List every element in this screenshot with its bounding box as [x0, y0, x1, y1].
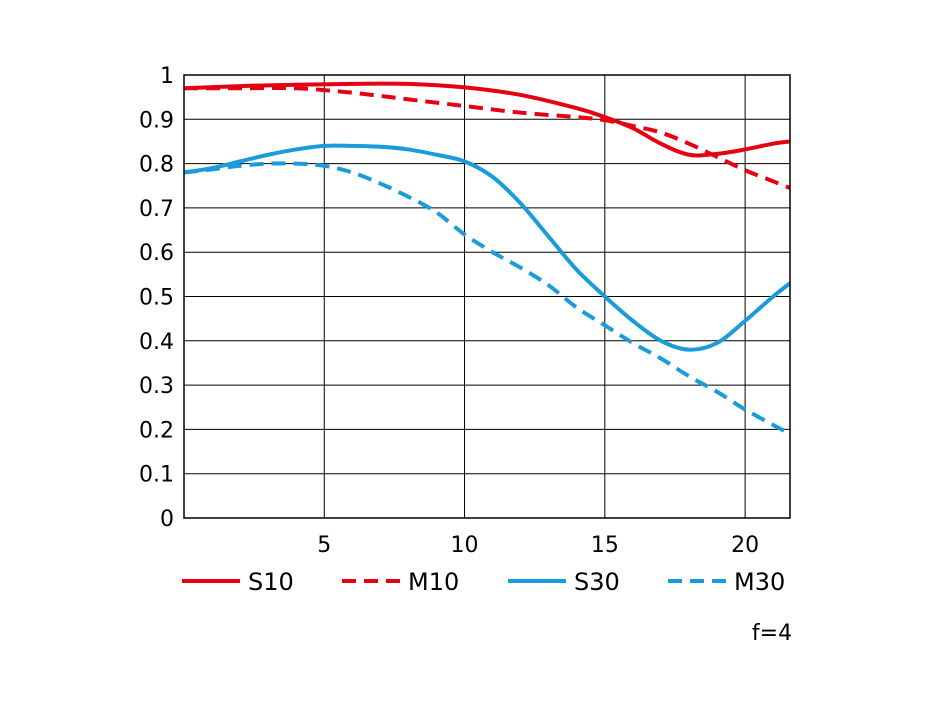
y-tick-label: 0.7 — [139, 197, 174, 222]
aperture-annotation: f=4 — [752, 621, 792, 646]
y-tick-label: 0.9 — [139, 108, 174, 133]
y-tick-label: 0.2 — [139, 418, 174, 443]
series-line-s10 — [183, 81, 791, 158]
y-tick-label: 0 — [160, 507, 174, 532]
legend-label-s10: S10 — [248, 568, 294, 596]
y-tick-label: 0.5 — [139, 286, 174, 311]
legend: S10 M10 S30 M30 — [182, 568, 785, 596]
grid — [184, 75, 790, 518]
series-line-m30 — [183, 161, 791, 436]
legend-label-s30: S30 — [574, 568, 620, 596]
series-line-s30 — [183, 143, 792, 352]
y-tick-label: 0.8 — [139, 153, 174, 178]
legend-label-m10: M10 — [408, 568, 459, 596]
series-line-m10 — [183, 85, 791, 190]
y-tick-label: 1 — [160, 64, 174, 89]
y-tick-label: 0.6 — [139, 241, 174, 266]
x-tick-label: 15 — [591, 533, 619, 558]
legend-label-m30: M30 — [734, 568, 785, 596]
y-tick-label: 0.1 — [139, 463, 174, 488]
y-tick-label: 0.4 — [139, 330, 174, 355]
x-tick-label: 5 — [317, 533, 331, 558]
series-lines — [183, 81, 792, 436]
x-tick-label: 10 — [451, 533, 479, 558]
plot-frame — [183, 74, 791, 519]
tick-labels: 00.10.20.30.40.50.60.70.80.915 10 15 20 — [139, 64, 759, 558]
x-tick-label: 20 — [731, 533, 759, 558]
y-tick-label: 0.3 — [139, 374, 174, 399]
